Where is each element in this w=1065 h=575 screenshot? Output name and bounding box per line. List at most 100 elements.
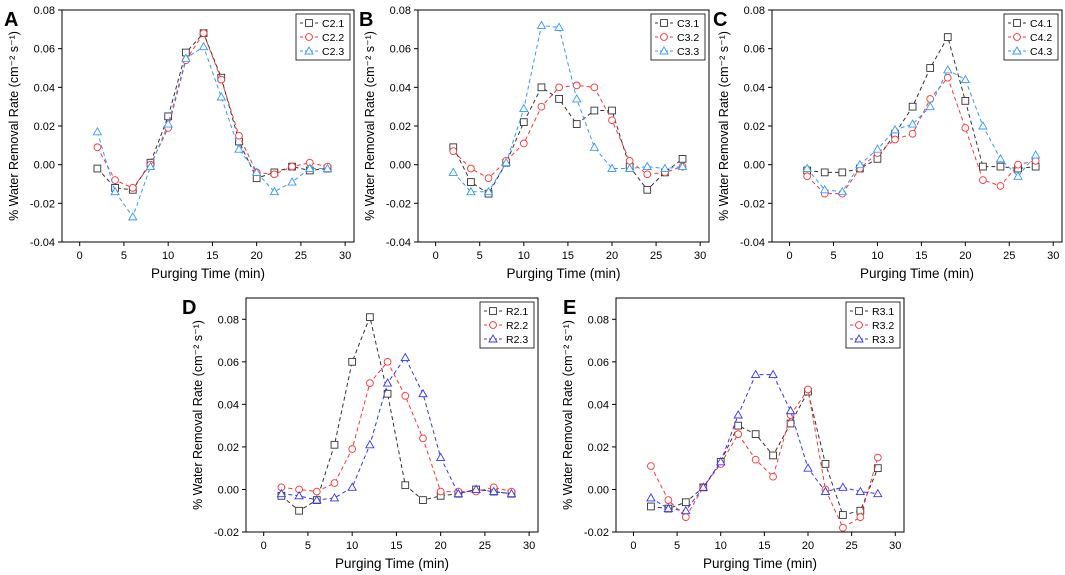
data-point-c-2-5 <box>890 124 900 134</box>
data-point-d-0-6 <box>383 389 392 398</box>
data-point-d-0-1 <box>295 506 303 515</box>
data-point-c-1-5 <box>891 135 899 144</box>
x-tick-label-d-3: 15 <box>390 540 402 552</box>
data-point-a-0-0 <box>93 164 102 173</box>
y-tick-label-b-1: -0.02 <box>386 198 411 210</box>
data-point-b-2-8 <box>589 142 600 151</box>
x-tick-label-e-2: 10 <box>715 540 727 552</box>
legend-label-c-1: C4.2 <box>1030 32 1052 44</box>
series-a-1 <box>93 29 332 192</box>
x-tick-label-a-0: 0 <box>77 250 83 262</box>
series-line-e-0 <box>650 390 879 516</box>
data-point-b-0-8 <box>590 106 599 115</box>
y-tick-label-a-0: -0.04 <box>30 237 55 249</box>
data-point-a-1-11 <box>288 162 296 171</box>
series-line-b-0 <box>452 86 683 195</box>
data-point-e-0-6 <box>751 430 760 438</box>
legend-label-e-1: R3.2 <box>872 320 894 332</box>
x-tick-label-b-6: 30 <box>694 250 706 262</box>
legend-marker-a-0 <box>305 19 313 27</box>
data-point-b-2-13 <box>677 161 688 171</box>
data-point-d-2-5 <box>365 439 375 449</box>
data-point-d-1-2 <box>312 487 321 496</box>
data-point-d-1-9 <box>436 487 445 496</box>
data-point-e-2-6 <box>750 369 761 379</box>
data-point-d-1-8 <box>419 434 427 443</box>
data-point-b-1-4 <box>519 139 528 148</box>
legend-label-b-2: C3.3 <box>677 46 699 58</box>
y-tick-label-a-2: 0.00 <box>34 160 55 172</box>
x-tick-label-e-1: 5 <box>674 540 680 552</box>
data-point-a-2-3 <box>145 161 156 171</box>
data-point-e-2-4 <box>715 456 726 466</box>
legend-marker-b-2 <box>659 46 669 55</box>
data-point-b-1-11 <box>643 170 652 179</box>
x-tick-label-a-2: 10 <box>162 250 174 262</box>
panel-label-e: E <box>563 297 576 319</box>
legend-marker-b-1 <box>660 33 668 41</box>
series-line-d-0 <box>281 315 512 512</box>
series-d-2 <box>276 352 517 504</box>
data-point-e-2-3 <box>698 482 709 491</box>
data-point-c-1-6 <box>908 129 917 138</box>
series-d-1 <box>277 357 516 496</box>
data-point-b-2-12 <box>660 163 670 172</box>
legend-d: R2.1 R2.2 R2.3 <box>479 301 535 349</box>
x-axis-title-c: Purging Time (min) <box>860 266 974 281</box>
data-point-b-2-10 <box>624 163 635 172</box>
data-point-b-0-11 <box>643 185 652 194</box>
data-point-b-1-1 <box>467 164 475 173</box>
x-tick-label-c-3: 15 <box>915 250 927 262</box>
data-point-b-2-2 <box>483 186 494 196</box>
x-tick-label-b-3: 15 <box>562 250 574 262</box>
x-tick-label-c-6: 30 <box>1047 250 1059 262</box>
data-point-d-2-11 <box>471 484 481 493</box>
y-tick-label-b-5: 0.06 <box>390 44 411 56</box>
series-line-c-1 <box>806 76 1036 195</box>
y-tick-label-c-3: 0.02 <box>744 121 765 133</box>
data-point-d-2-1 <box>294 490 304 500</box>
series-a-2 <box>92 41 333 221</box>
data-point-d-2-8 <box>418 388 428 398</box>
y-tick-label-e-0: -0.02 <box>584 527 609 539</box>
x-tick-label-b-4: 20 <box>606 250 618 262</box>
legend-label-b-1: C3.2 <box>677 32 699 44</box>
data-point-b-1-7 <box>572 81 581 90</box>
series-line-a-1 <box>96 32 328 189</box>
data-point-e-2-2 <box>681 505 691 515</box>
data-point-c-2-9 <box>960 74 971 84</box>
legend-e: R3.1 R3.2 R3.3 <box>845 301 901 349</box>
y-tick-label-b-0: -0.04 <box>386 237 411 249</box>
data-point-b-2-6 <box>554 22 564 31</box>
data-point-d-2-13 <box>506 488 517 498</box>
y-tick-label-d-3: 0.04 <box>218 399 239 411</box>
data-point-a-2-12 <box>304 163 315 172</box>
legend-marker-c-0 <box>1013 19 1021 27</box>
legend-marker-d-0 <box>489 307 497 315</box>
panel-a: A 0 5 10 15 20 25 30 -0.04 -0.02 0.00 0.02 0.04 0.06 0… <box>4 5 355 281</box>
data-point-d-0-8 <box>419 496 427 504</box>
data-point-c-0-7 <box>926 64 935 72</box>
data-point-c-1-0 <box>803 172 812 181</box>
y-tick-label-e-1: 0.00 <box>588 484 609 496</box>
data-point-b-1-9 <box>608 116 616 125</box>
x-tick-label-d-4: 20 <box>435 540 447 552</box>
data-point-a-1-0 <box>93 143 102 152</box>
legend-marker-a-2 <box>304 46 314 55</box>
data-point-e-2-8 <box>785 405 796 415</box>
series-e-0 <box>647 387 882 519</box>
y-tick-label-a-5: 0.06 <box>34 44 55 56</box>
x-tick-label-c-1: 5 <box>830 250 836 262</box>
x-tick-label-d-6: 30 <box>523 540 535 552</box>
legend-marker-e-1 <box>855 321 863 329</box>
legend-marker-a-1 <box>305 33 313 41</box>
data-point-d-2-6 <box>382 378 393 387</box>
data-point-e-2-10 <box>820 486 831 496</box>
legend-label-c-2: C4.3 <box>1030 46 1052 58</box>
data-point-e-2-11 <box>838 482 848 491</box>
data-point-e-1-6 <box>751 455 760 464</box>
data-point-c-1-9 <box>961 124 970 132</box>
panel-label-a: A <box>4 9 18 31</box>
data-point-b-1-2 <box>484 174 493 183</box>
